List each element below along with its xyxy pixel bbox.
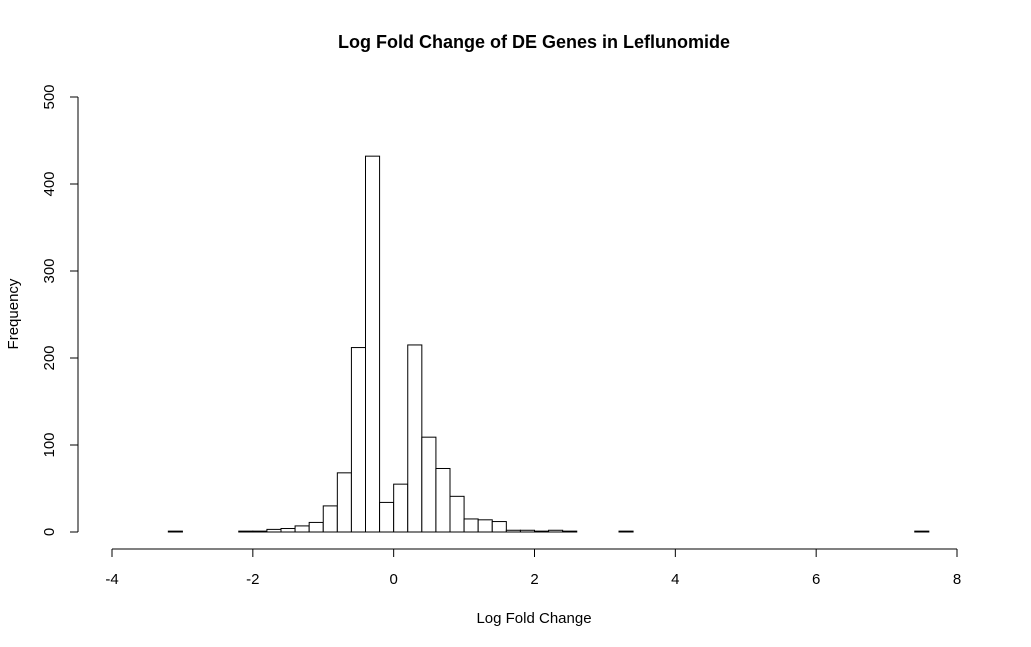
x-axis-label: Log Fold Change (476, 610, 591, 627)
histogram-bar-28 (562, 530, 578, 533)
histogram-bar-32 (618, 530, 634, 533)
histogram-bar-6 (252, 530, 268, 533)
histogram-bar-21 (463, 518, 479, 533)
x-tick-label: -4 (105, 571, 118, 588)
histogram-bar-26 (534, 530, 550, 533)
histogram-bar-23 (491, 521, 507, 533)
histogram-bar-18 (421, 436, 437, 533)
histogram-bar-17 (407, 344, 423, 533)
y-tick-label: 100 (41, 432, 58, 457)
histogram-bar-16 (393, 483, 409, 533)
x-tick-label: 4 (671, 571, 679, 588)
x-axis: -4 -2 0 2 4 6 8 (105, 548, 961, 588)
histogram-bar-12 (336, 472, 352, 533)
histogram-bar-10 (308, 521, 324, 533)
histogram-bar-8 (280, 528, 296, 533)
y-tick-label: 400 (41, 171, 58, 196)
y-tick-label: 500 (41, 84, 58, 109)
histogram-bar-27 (548, 529, 564, 533)
histogram-bar-25 (519, 529, 536, 533)
x-tick-label: 2 (530, 571, 538, 588)
histogram-bar-15 (379, 501, 395, 533)
histogram-bar-7 (266, 528, 282, 533)
chart-title: Log Fold Change of DE Genes in Leflunomi… (338, 32, 730, 52)
histogram-bar-22 (477, 519, 493, 533)
x-tick-label: 0 (389, 571, 397, 588)
histogram-bar-19 (435, 467, 451, 533)
y-tick-label: 300 (41, 258, 58, 283)
histogram-bar-0 (167, 530, 183, 533)
y-tick-label: 0 (41, 528, 58, 536)
histogram-bar-9 (294, 525, 310, 533)
x-tick-label: 8 (953, 571, 961, 588)
y-tick-label: 200 (41, 345, 58, 370)
histogram-bar-24 (505, 529, 521, 533)
histogram-bar-13 (350, 347, 366, 533)
y-axis-label: Frequency (5, 278, 22, 349)
histogram-bar-14 (365, 155, 381, 533)
histogram-bar-53 (914, 530, 930, 533)
histogram-bars (167, 155, 930, 533)
x-tick-label: 6 (812, 571, 820, 588)
histogram-bar-20 (449, 495, 465, 533)
x-tick-label: -2 (246, 571, 259, 588)
histogram-bar-11 (322, 505, 338, 533)
y-axis: 0 100 200 300 400 500 (41, 84, 79, 536)
histogram-bar-5 (238, 530, 254, 533)
